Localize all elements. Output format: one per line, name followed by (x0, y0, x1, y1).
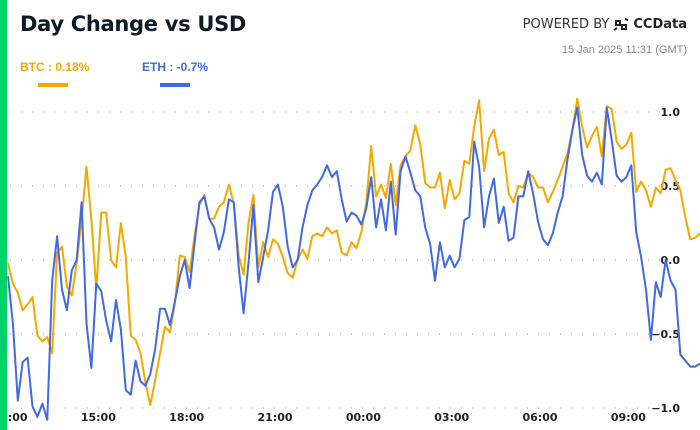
timestamp: 15 Jan 2025 11:31 (GMT) (561, 44, 687, 56)
legend-item-eth[interactable]: ETH : -0.7% (142, 60, 208, 87)
x-tick-label: 00:00 (346, 411, 381, 424)
series-line-btc (7, 97, 700, 406)
x-tick-label: 06:00 (523, 411, 558, 424)
legend-item-btc[interactable]: BTC : 0.18% (20, 60, 89, 87)
powered-by-label: POWERED BY (522, 17, 610, 32)
x-tick-label: 03:00 (434, 411, 469, 424)
x-tick-label: 18:00 (169, 411, 204, 424)
brand-name: CCData (633, 17, 687, 32)
x-tick-label: 15:00 (81, 411, 116, 424)
accent-bar (0, 0, 7, 430)
x-tick-label: 09:00 (611, 411, 646, 424)
legend-swatch (160, 83, 190, 87)
y-tick-label: −0.5 (651, 328, 680, 341)
y-tick-label: −1.0 (651, 402, 680, 415)
y-tick-label: 0.5 (661, 180, 681, 193)
legend-swatch (38, 83, 68, 87)
powered-by: POWERED BY CCData (523, 17, 687, 32)
ccdata-logo-icon (613, 17, 629, 31)
x-tick-label: 21:00 (258, 411, 293, 424)
legend-label: ETH : -0.7% (142, 60, 209, 74)
series-lines (7, 97, 700, 421)
legend-label: BTC : 0.18% (20, 60, 90, 74)
y-tick-label: 1.0 (661, 106, 681, 119)
series-line-eth (7, 106, 700, 421)
chart-title: Day Change vs USD (20, 12, 247, 36)
y-tick-label: 0.0 (661, 254, 681, 267)
